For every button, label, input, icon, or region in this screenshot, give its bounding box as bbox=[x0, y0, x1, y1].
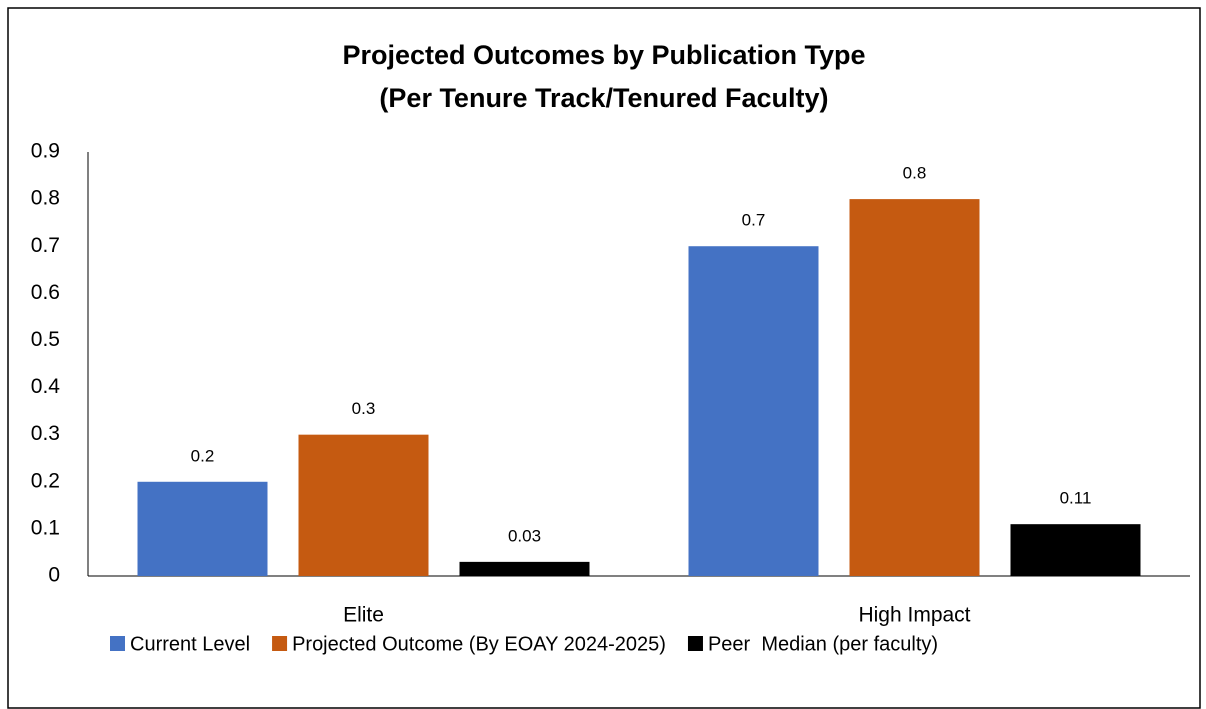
bar bbox=[298, 434, 429, 576]
chart-border bbox=[7, 7, 1201, 709]
bar bbox=[688, 246, 819, 576]
value-label: 0.7 bbox=[742, 211, 766, 230]
y-tick-label: 0.4 bbox=[31, 375, 61, 398]
legend-label: Peer Median (per faculty) bbox=[708, 633, 938, 655]
bar bbox=[137, 481, 268, 576]
y-tick-label: 0.6 bbox=[31, 281, 60, 304]
legend-label: Projected Outcome (By EOAY 2024-2025) bbox=[292, 633, 666, 655]
legend-swatch bbox=[687, 636, 703, 651]
y-tick-label: 0.3 bbox=[31, 422, 60, 445]
y-tick-label: 0.9 bbox=[31, 140, 60, 163]
x-tick-label: Elite bbox=[343, 604, 384, 627]
legend-swatch bbox=[110, 636, 125, 651]
x-tick-label: High Impact bbox=[858, 604, 970, 627]
value-label: 0.3 bbox=[352, 399, 376, 418]
legend-swatch bbox=[272, 636, 288, 651]
value-label: 0.8 bbox=[903, 164, 927, 183]
y-tick-label: 0.8 bbox=[31, 187, 60, 210]
legend-label: Current Level bbox=[130, 633, 250, 655]
y-tick-label: 0.2 bbox=[31, 469, 60, 492]
y-tick-label: 0 bbox=[48, 564, 60, 587]
chart-title: Projected Outcomes by Publication Type bbox=[342, 40, 865, 70]
y-tick-label: 0.1 bbox=[31, 516, 60, 539]
chart-title: (Per Tenure Track/Tenured Faculty) bbox=[379, 83, 828, 113]
bar bbox=[1010, 524, 1141, 576]
value-label: 0.03 bbox=[508, 526, 541, 545]
value-label: 0.11 bbox=[1060, 489, 1092, 508]
value-label: 0.2 bbox=[191, 446, 215, 465]
bar bbox=[849, 199, 980, 576]
y-tick-label: 0.7 bbox=[31, 234, 60, 257]
y-tick-label: 0.5 bbox=[31, 328, 60, 351]
bar bbox=[459, 561, 590, 576]
